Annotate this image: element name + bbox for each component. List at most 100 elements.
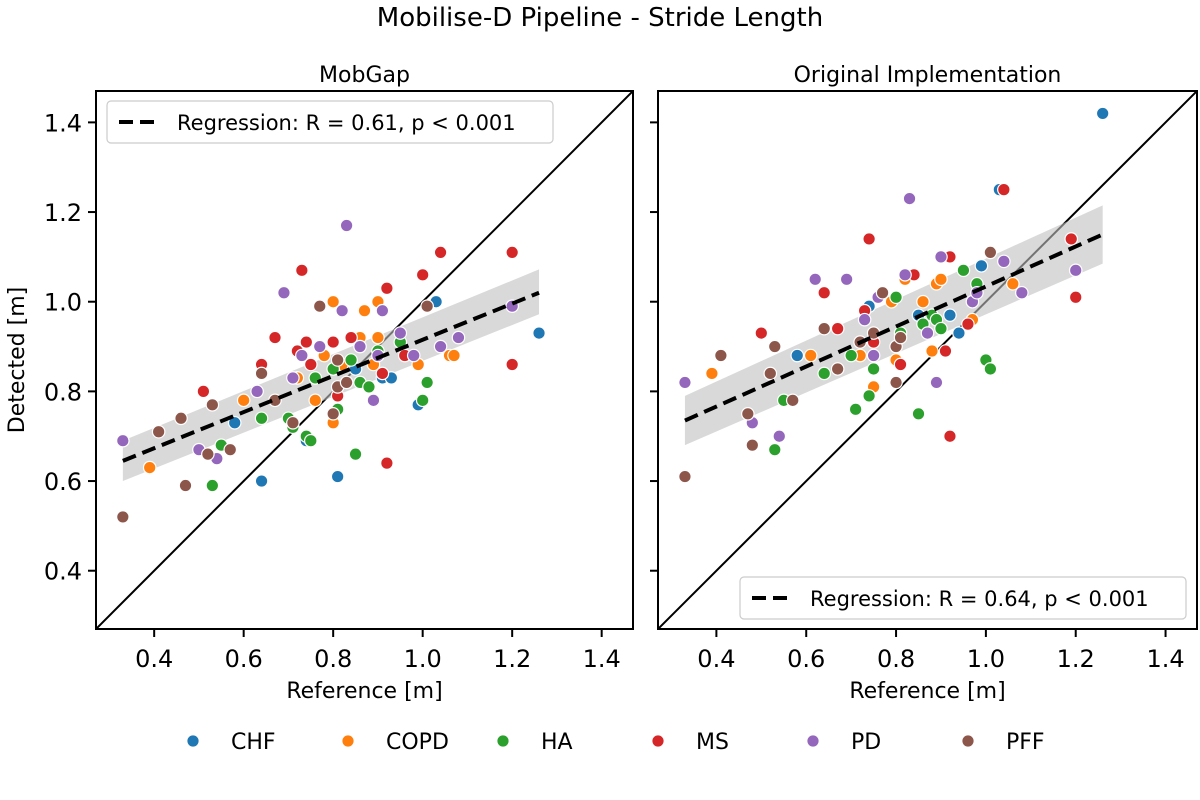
data-point [857, 312, 872, 327]
data-point [415, 268, 430, 282]
data-point [862, 389, 876, 403]
x-tick-label: 1.2 [1057, 645, 1095, 673]
x-tick-label: 1.4 [1146, 645, 1184, 673]
x-tick-label: 1.0 [404, 645, 442, 673]
data-point [420, 299, 434, 313]
data-point [375, 303, 390, 318]
data-point [830, 362, 845, 376]
data-point [830, 321, 845, 336]
data-point [889, 375, 903, 390]
data-point [889, 290, 903, 305]
legend-box [106, 100, 554, 144]
data-point [303, 357, 318, 372]
panel-title: MobGap [319, 63, 410, 88]
data-point [772, 429, 787, 444]
y-tick-label: 1.2 [44, 199, 82, 227]
x-tick-label: 1.2 [493, 645, 531, 673]
data-point [286, 371, 300, 385]
data-point [142, 460, 157, 475]
plot-area [658, 91, 1197, 629]
data-point [1095, 106, 1110, 121]
data-point [326, 406, 340, 421]
data-point [714, 348, 728, 363]
data-point [848, 402, 863, 417]
data-point [1006, 276, 1020, 291]
data-point [763, 366, 778, 381]
data-point [116, 433, 130, 448]
data-point [339, 375, 354, 390]
legend-item-label: MS [696, 730, 729, 755]
data-point [943, 429, 957, 444]
data-point [268, 330, 282, 345]
data-point [366, 393, 381, 408]
y-axis-label: Detected [m] [5, 287, 30, 433]
data-point [745, 438, 760, 452]
data-point [952, 326, 966, 340]
data-point [1015, 285, 1029, 300]
data-point [862, 232, 876, 246]
data-point [303, 433, 318, 448]
axes-frame [657, 90, 1198, 630]
data-point [983, 362, 998, 376]
legend-marker [806, 734, 820, 748]
legend-item-pff: PFF [961, 730, 1045, 755]
x-tick-label: 0.4 [135, 645, 173, 673]
x-tick-label: 0.4 [697, 645, 735, 673]
data-point [254, 411, 269, 426]
data-point [997, 182, 1011, 197]
legend-label: Regression: R = 0.61, p < 0.001 [177, 111, 516, 135]
legend-marker [651, 734, 665, 748]
regression-legend: Regression: R = 0.61, p < 0.001 [106, 100, 554, 144]
data-point [201, 447, 215, 461]
data-point [277, 285, 291, 300]
data-point [916, 294, 930, 309]
data-point [420, 375, 434, 390]
regression-ci-band [684, 205, 1103, 446]
data-point [357, 303, 372, 318]
data-point [875, 285, 890, 300]
data-point [898, 268, 912, 282]
plot-area [96, 91, 633, 629]
legend-item-label: PD [851, 730, 881, 755]
data-point [326, 335, 340, 349]
legend-item-ms: MS [651, 730, 729, 755]
data-point [983, 245, 998, 260]
y-tick-label: 0.8 [44, 378, 82, 406]
data-point [866, 362, 881, 376]
axes-frame [95, 90, 634, 630]
data-point [330, 353, 345, 367]
data-point [866, 348, 881, 363]
data-point [335, 303, 349, 318]
data-point [997, 254, 1011, 269]
y-tick-label: 0.6 [44, 468, 82, 496]
data-point [406, 348, 421, 363]
legend-marker [341, 734, 355, 748]
data-point [312, 299, 327, 313]
x-axis-label: Reference [m] [849, 679, 1005, 704]
data-point [451, 330, 466, 345]
data-point [934, 250, 948, 264]
data-point [433, 339, 448, 354]
x-tick-label: 0.6 [787, 645, 825, 673]
x-tick-label: 1.4 [583, 645, 621, 673]
x-tick-label: 1.0 [967, 645, 1005, 673]
y-tick-label: 1.0 [44, 289, 82, 317]
data-point [925, 344, 939, 358]
regression-line [122, 290, 540, 463]
data-point [844, 348, 858, 363]
y-tick-label: 1.4 [44, 109, 82, 137]
data-point [808, 272, 823, 287]
data-point [116, 510, 130, 524]
legend-item-chf: CHF [186, 730, 276, 755]
data-point [790, 348, 805, 363]
data-point [344, 330, 358, 345]
legend-label: Regression: R = 0.64, p < 0.001 [810, 587, 1149, 611]
data-point [532, 326, 546, 340]
data-point [415, 393, 430, 408]
panel-original-implementation: Original Implementation 0.4 0.6 0.8 1.0 1.2 1.… [650, 63, 1198, 704]
data-point [1068, 290, 1083, 305]
data-point [767, 442, 782, 457]
data-point [678, 469, 692, 484]
figure-title: Mobilise-D Pipeline - Stride Length [377, 3, 823, 33]
